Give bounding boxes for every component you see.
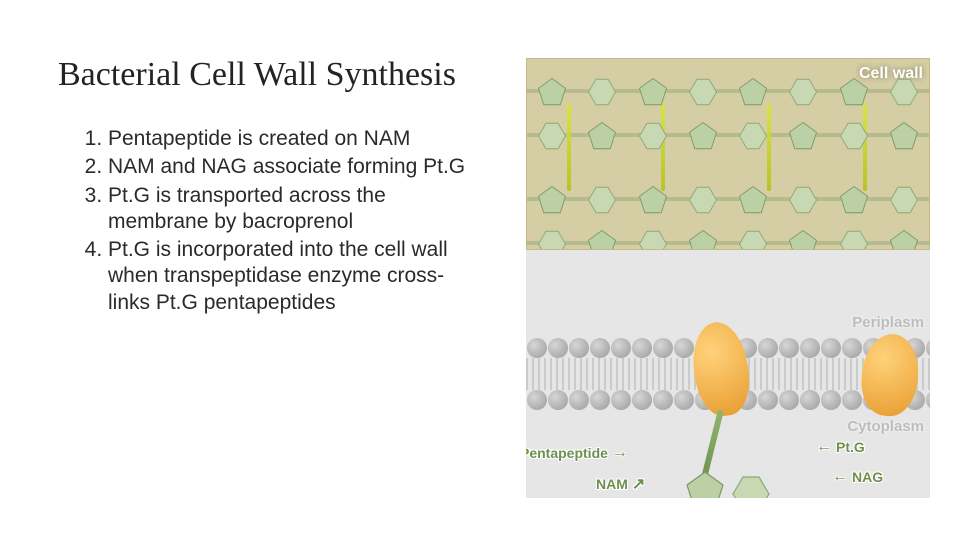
nam-sugar-icon [888, 121, 920, 151]
steps-list: Pentapeptide is created on NAM NAM and N… [78, 126, 478, 318]
nag-sugar-icon [737, 121, 769, 151]
lipid-head-icon [758, 338, 778, 358]
cytoplasm-label: Cytoplasm [847, 418, 924, 435]
ptg-chain-row [527, 229, 929, 250]
lipid-head-icon [653, 338, 673, 358]
annotation-text: NAM [596, 476, 628, 492]
cell-wall-region: Cell wall [526, 58, 930, 250]
periplasm-label: Periplasm [852, 314, 924, 331]
lipid-head-icon [821, 390, 841, 410]
lipid-head-icon [821, 338, 841, 358]
membrane-region: Periplasm Cytoplasm Pentapeptide→ NAM↗ [526, 250, 930, 498]
nag-sugar-icon [838, 229, 870, 250]
lipid-head-icon [800, 338, 820, 358]
lipid-head-icon [611, 390, 631, 410]
lipid-head-icon [632, 338, 652, 358]
nag-sugar-icon [687, 185, 719, 215]
lipid-head-icon [548, 338, 568, 358]
nam-sugar-icon [687, 229, 719, 250]
nam-sugar-icon [787, 229, 819, 250]
lipid-head-icon [758, 390, 778, 410]
lipid-head-icon [569, 390, 589, 410]
lipid-head-icon [569, 338, 589, 358]
nag-sugar-icon [687, 77, 719, 107]
lipid-head-icon [590, 390, 610, 410]
nag-sugar-icon [730, 474, 772, 498]
lipid-head-icon [632, 390, 652, 410]
nam-sugar-icon [637, 77, 669, 107]
list-item: Pt.G is incorporated into the cell wall … [108, 237, 478, 316]
arrow-up-icon: ↗ [632, 474, 645, 494]
nag-sugar-icon [586, 77, 618, 107]
nam-sugar-icon [586, 121, 618, 151]
pentapeptide-annotation: Pentapeptide→ [526, 444, 628, 462]
nam-sugar-icon [787, 121, 819, 151]
lipid-head-icon [779, 338, 799, 358]
lipid-head-icon [527, 338, 547, 358]
nag-sugar-icon [637, 121, 669, 151]
nam-sugar-icon [838, 77, 870, 107]
lipid-head-icon [548, 390, 568, 410]
lipid-head-icon [842, 390, 862, 410]
lipid-head-icon [653, 390, 673, 410]
nag-sugar-icon [536, 229, 568, 250]
nag-sugar-icon [586, 185, 618, 215]
list-item: Pentapeptide is created on NAM [108, 126, 478, 152]
lipid-head-icon [926, 338, 931, 358]
nam-sugar-icon [586, 229, 618, 250]
lipid-head-icon [674, 338, 694, 358]
annotation-text: NAG [852, 469, 883, 485]
page-title: Bacterial Cell Wall Synthesis [58, 56, 456, 94]
annotation-text: Pentapeptide [526, 445, 608, 461]
lipid-head-icon [674, 390, 694, 410]
arrow-right-icon: → [612, 444, 628, 462]
arrow-left-icon: ← [816, 438, 832, 456]
lipid-head-icon [926, 390, 931, 410]
ptg-chain-row [527, 77, 929, 107]
ptg-chain-row [527, 121, 929, 151]
nam-annotation: NAM↗ [596, 474, 645, 494]
lipid-head-icon [611, 338, 631, 358]
nag-sugar-icon [787, 185, 819, 215]
arrow-left-icon: ← [832, 468, 848, 486]
nam-sugar-icon [637, 185, 669, 215]
lipid-head-icon [590, 338, 610, 358]
list-item: NAM and NAG associate forming Pt.G [108, 154, 478, 180]
lipid-head-icon [800, 390, 820, 410]
nag-sugar-icon [888, 185, 920, 215]
nam-sugar-icon [888, 229, 920, 250]
nam-sugar-icon [536, 185, 568, 215]
nag-sugar-icon [888, 77, 920, 107]
nag-sugar-icon [737, 229, 769, 250]
nag-annotation: ←NAG [832, 468, 883, 486]
nag-sugar-icon [838, 121, 870, 151]
nam-sugar-icon [838, 185, 870, 215]
nam-sugar-icon [737, 77, 769, 107]
nam-sugar-icon [737, 185, 769, 215]
lipid-head-icon [527, 390, 547, 410]
diagram-figure: Cell wall Periplasm Cytoplasm [526, 58, 930, 498]
list-item: Pt.G is transported across the membrane … [108, 183, 478, 236]
nag-sugar-icon [536, 121, 568, 151]
ptg-unit [654, 466, 804, 498]
annotation-text: Pt.G [836, 439, 865, 455]
lipid-head-icon [842, 338, 862, 358]
lipid-head-icon [779, 390, 799, 410]
nag-sugar-icon [787, 77, 819, 107]
ptg-annotation: ←Pt.G [816, 438, 865, 456]
ptg-chain-row [527, 185, 929, 215]
nam-sugar-icon [536, 77, 568, 107]
nag-sugar-icon [637, 229, 669, 250]
slide-root: Bacterial Cell Wall Synthesis Pentapepti… [0, 0, 960, 540]
nam-sugar-icon [687, 121, 719, 151]
nam-sugar-icon [684, 470, 726, 498]
